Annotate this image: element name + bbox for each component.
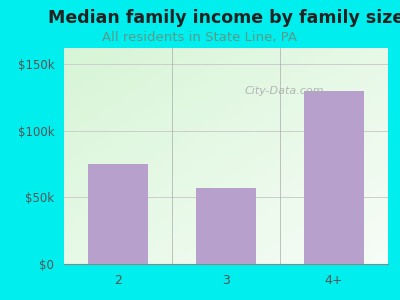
Text: City-Data.com: City-Data.com — [244, 86, 324, 96]
Bar — [88, 164, 148, 264]
Bar — [304, 91, 364, 264]
Bar — [196, 188, 256, 264]
Text: All residents in State Line, PA: All residents in State Line, PA — [102, 32, 298, 44]
Title: Median family income by family size: Median family income by family size — [48, 9, 400, 27]
